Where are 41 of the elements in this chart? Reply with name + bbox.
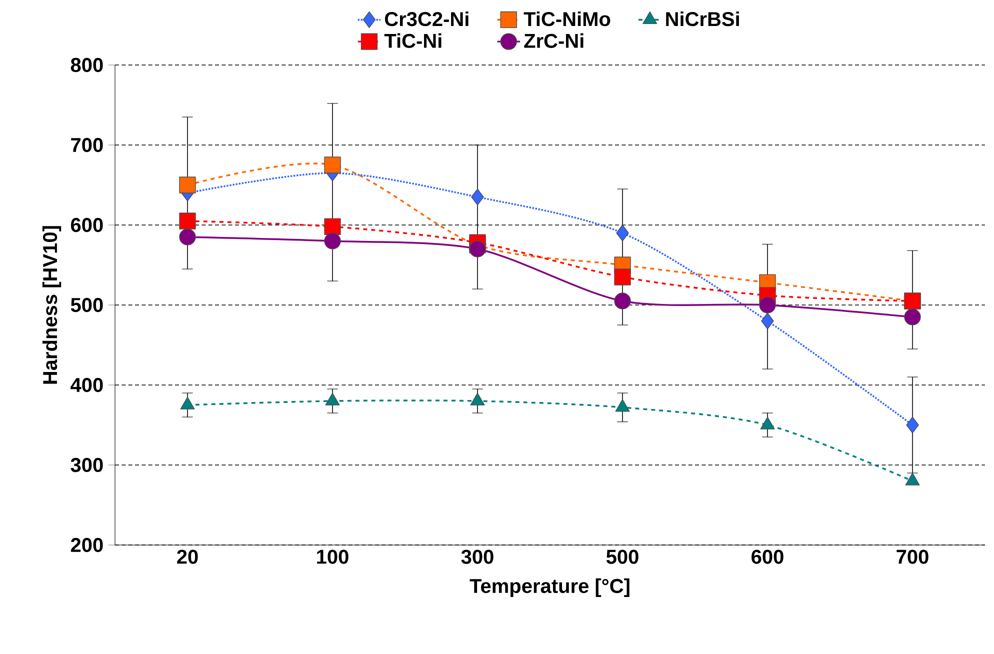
- legend-label: TiC-Ni: [384, 33, 442, 48]
- point: [470, 392, 485, 406]
- point: [906, 416, 919, 434]
- x-tick-label: 300: [461, 550, 494, 564]
- point: [759, 296, 776, 314]
- point: [761, 312, 774, 330]
- point: [471, 188, 484, 206]
- legend-label: NiCrBSi: [666, 11, 739, 26]
- y-tick-label: 600: [70, 218, 103, 232]
- point: [324, 156, 341, 174]
- y-tick-label: 500: [70, 298, 103, 312]
- point: [614, 268, 631, 286]
- point: [180, 396, 195, 410]
- point: [179, 228, 196, 246]
- y-tick-label: 400: [70, 378, 103, 392]
- x-tick-label: 20: [177, 550, 198, 564]
- x-axis-title: Temperature [°C]: [470, 578, 630, 598]
- y-tick-label: 800: [70, 58, 103, 72]
- point: [324, 232, 341, 250]
- point: [179, 212, 196, 230]
- point: [469, 240, 486, 258]
- point: [614, 292, 631, 310]
- point: [325, 392, 340, 406]
- legend-label: Cr3C2-Ni: [384, 11, 468, 26]
- x-tick-label: 600: [752, 550, 784, 564]
- point: [179, 176, 196, 194]
- x-tick-label: 700: [896, 550, 928, 564]
- legend-label: TiC-NiMo: [524, 11, 610, 26]
- point: [760, 416, 775, 430]
- y-tick-label: 300: [70, 458, 103, 472]
- y-tick-label: 700: [71, 138, 103, 152]
- x-tick-label: 100: [317, 550, 348, 564]
- point: [616, 224, 629, 242]
- y-tick-label: 200: [70, 538, 103, 552]
- legend-label: ZrC-Ni: [524, 33, 584, 48]
- y-axis-title: Hardness [HV10]: [42, 226, 62, 384]
- point: [904, 308, 921, 326]
- x-tick-label: 500: [606, 550, 638, 564]
- point: [615, 399, 630, 412]
- point: [905, 472, 920, 486]
- point: [324, 218, 341, 235]
